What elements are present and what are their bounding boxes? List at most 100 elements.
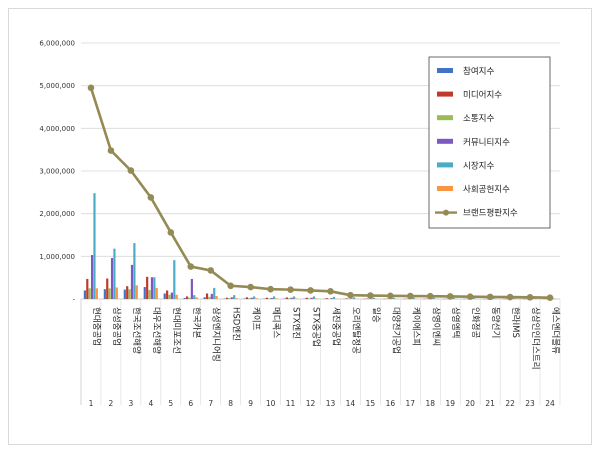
bar: [123, 289, 126, 299]
bar: [325, 298, 328, 299]
category-number: 11: [286, 399, 296, 408]
category-label: 대양전기공업: [390, 307, 401, 354]
bar: [173, 260, 176, 299]
category-label: 한국조선해양: [131, 307, 142, 354]
bar: [83, 290, 86, 299]
bar: [103, 289, 106, 299]
bar: [110, 258, 114, 299]
bar: [392, 297, 395, 299]
category-number: 14: [346, 399, 356, 408]
bar: [146, 276, 149, 299]
category-number: 10: [266, 399, 276, 408]
bar: [472, 297, 475, 299]
bar: [225, 297, 229, 299]
bar: [108, 288, 111, 299]
category-number: 18: [425, 399, 435, 408]
bar: [130, 264, 134, 299]
bar: [208, 296, 211, 299]
bar: [272, 296, 276, 299]
line-point: [407, 292, 414, 300]
bar: [253, 296, 256, 299]
bar: [228, 298, 231, 299]
bar: [205, 293, 209, 299]
line-point: [147, 194, 155, 201]
category-number: 4: [148, 399, 153, 408]
category-label: 삼영엠텍: [450, 307, 461, 338]
bar: [115, 287, 118, 299]
bar: [230, 297, 233, 299]
category-label: STX중공업: [311, 307, 321, 347]
bar: [183, 297, 186, 299]
line-point: [247, 283, 254, 291]
bar: [86, 278, 89, 299]
y-tick-label: 4,000,000: [39, 125, 75, 133]
line-point: [506, 293, 514, 301]
bar: [372, 297, 375, 299]
bar: [285, 297, 288, 299]
category-label: 일승: [370, 307, 380, 323]
bar: [210, 293, 213, 299]
bar: [288, 298, 291, 299]
bar: [190, 278, 193, 299]
category-number: 21: [485, 399, 495, 408]
bar: [215, 296, 218, 299]
legend-label: 사회공헌지수: [463, 185, 510, 195]
category-label: HSD엔진: [231, 307, 242, 341]
bar: [126, 286, 129, 299]
bar: [250, 297, 253, 299]
legend-swatch: [437, 68, 453, 73]
bar: [248, 298, 251, 299]
category-label: 삼성중공업: [111, 307, 122, 346]
bar: [88, 288, 91, 299]
bar: [113, 248, 116, 299]
bar: [133, 243, 136, 299]
line-point: [446, 293, 454, 300]
category-label: 상상인인더스트리: [530, 307, 541, 370]
bar: [330, 298, 333, 299]
category-label: 오리엔탈정공: [350, 307, 361, 354]
legend-label: 브랜드평판지수: [463, 208, 518, 219]
legend-label: 커뮤니티지수: [463, 137, 510, 148]
bar: [168, 294, 171, 299]
category-number: 22: [505, 399, 515, 408]
category-label: 현대미포조선: [171, 307, 181, 354]
bar: [90, 255, 94, 299]
bar: [315, 298, 318, 299]
bar: [290, 297, 293, 299]
bar: [175, 294, 178, 299]
bar: [452, 297, 455, 299]
legend-swatch: [437, 186, 453, 191]
category-number: 5: [168, 399, 173, 408]
line-point: [227, 282, 234, 290]
category-number: 3: [129, 399, 134, 408]
bar: [268, 298, 271, 299]
category-number: 6: [188, 399, 193, 408]
bar: [153, 277, 156, 299]
bar: [163, 293, 166, 299]
category-number: 20: [465, 399, 475, 408]
bar: [128, 289, 131, 299]
y-tick-label: 6,000,000: [39, 40, 75, 48]
bar: [275, 298, 278, 299]
bar: [143, 287, 146, 299]
category-label: 동양선기: [490, 307, 501, 338]
bar: [188, 297, 191, 299]
bar: [213, 287, 216, 299]
bar: [93, 193, 96, 299]
line-series: [89, 87, 551, 300]
bar: [195, 297, 198, 299]
category-label: 케이프: [251, 307, 262, 331]
category-number: 7: [208, 399, 213, 408]
bar: [95, 288, 98, 299]
category-label: 삼성엔지니어링: [211, 307, 222, 362]
legend-swatch: [437, 162, 453, 168]
line-point: [287, 286, 294, 293]
y-tick-label: 3,000,000: [39, 168, 75, 176]
line-point: [307, 287, 314, 294]
legend-swatch: [437, 115, 453, 121]
bar: [150, 277, 154, 299]
category-number: 8: [228, 399, 233, 408]
legend-swatch-marker: [443, 209, 449, 216]
line-point: [127, 167, 135, 174]
